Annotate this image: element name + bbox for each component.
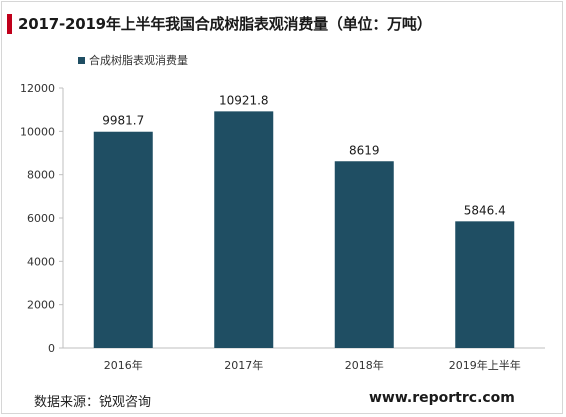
data-label: 5846.4 [464,203,506,217]
y-tick-label: 4000 [27,255,55,268]
website-url[interactable]: www.reportrc.com [369,390,515,406]
chart-title: 2017-2019年上半年我国合成树脂表观消费量（单位：万吨） [18,15,432,33]
data-label: 9981.7 [102,114,144,128]
y-tick-label: 12000 [20,82,55,95]
y-tick-label: 6000 [27,212,55,225]
x-tick-label: 2018年 [345,358,384,372]
y-tick-label: 8000 [27,169,55,182]
source-note: 数据来源：锐观咨询 [34,395,152,410]
bar [334,161,394,348]
legend-swatch [78,56,85,64]
bar [93,131,153,348]
x-tick-label: 2019年上半年 [449,358,521,372]
bar [455,221,515,348]
legend: 合成树脂表观消费量 [78,52,188,68]
y-tick-label: 0 [48,342,55,355]
data-label: 8619 [349,143,380,157]
bar [214,111,274,349]
x-tick-label: 2016年 [104,358,143,372]
y-tick-label: 2000 [27,299,55,312]
y-tick-label: 10000 [20,125,55,138]
legend-label: 合成树脂表观消费量 [89,54,188,67]
x-tick-label: 2017年 [224,358,263,372]
title-accent-bar [7,14,12,34]
data-label: 10921.8 [219,93,269,107]
